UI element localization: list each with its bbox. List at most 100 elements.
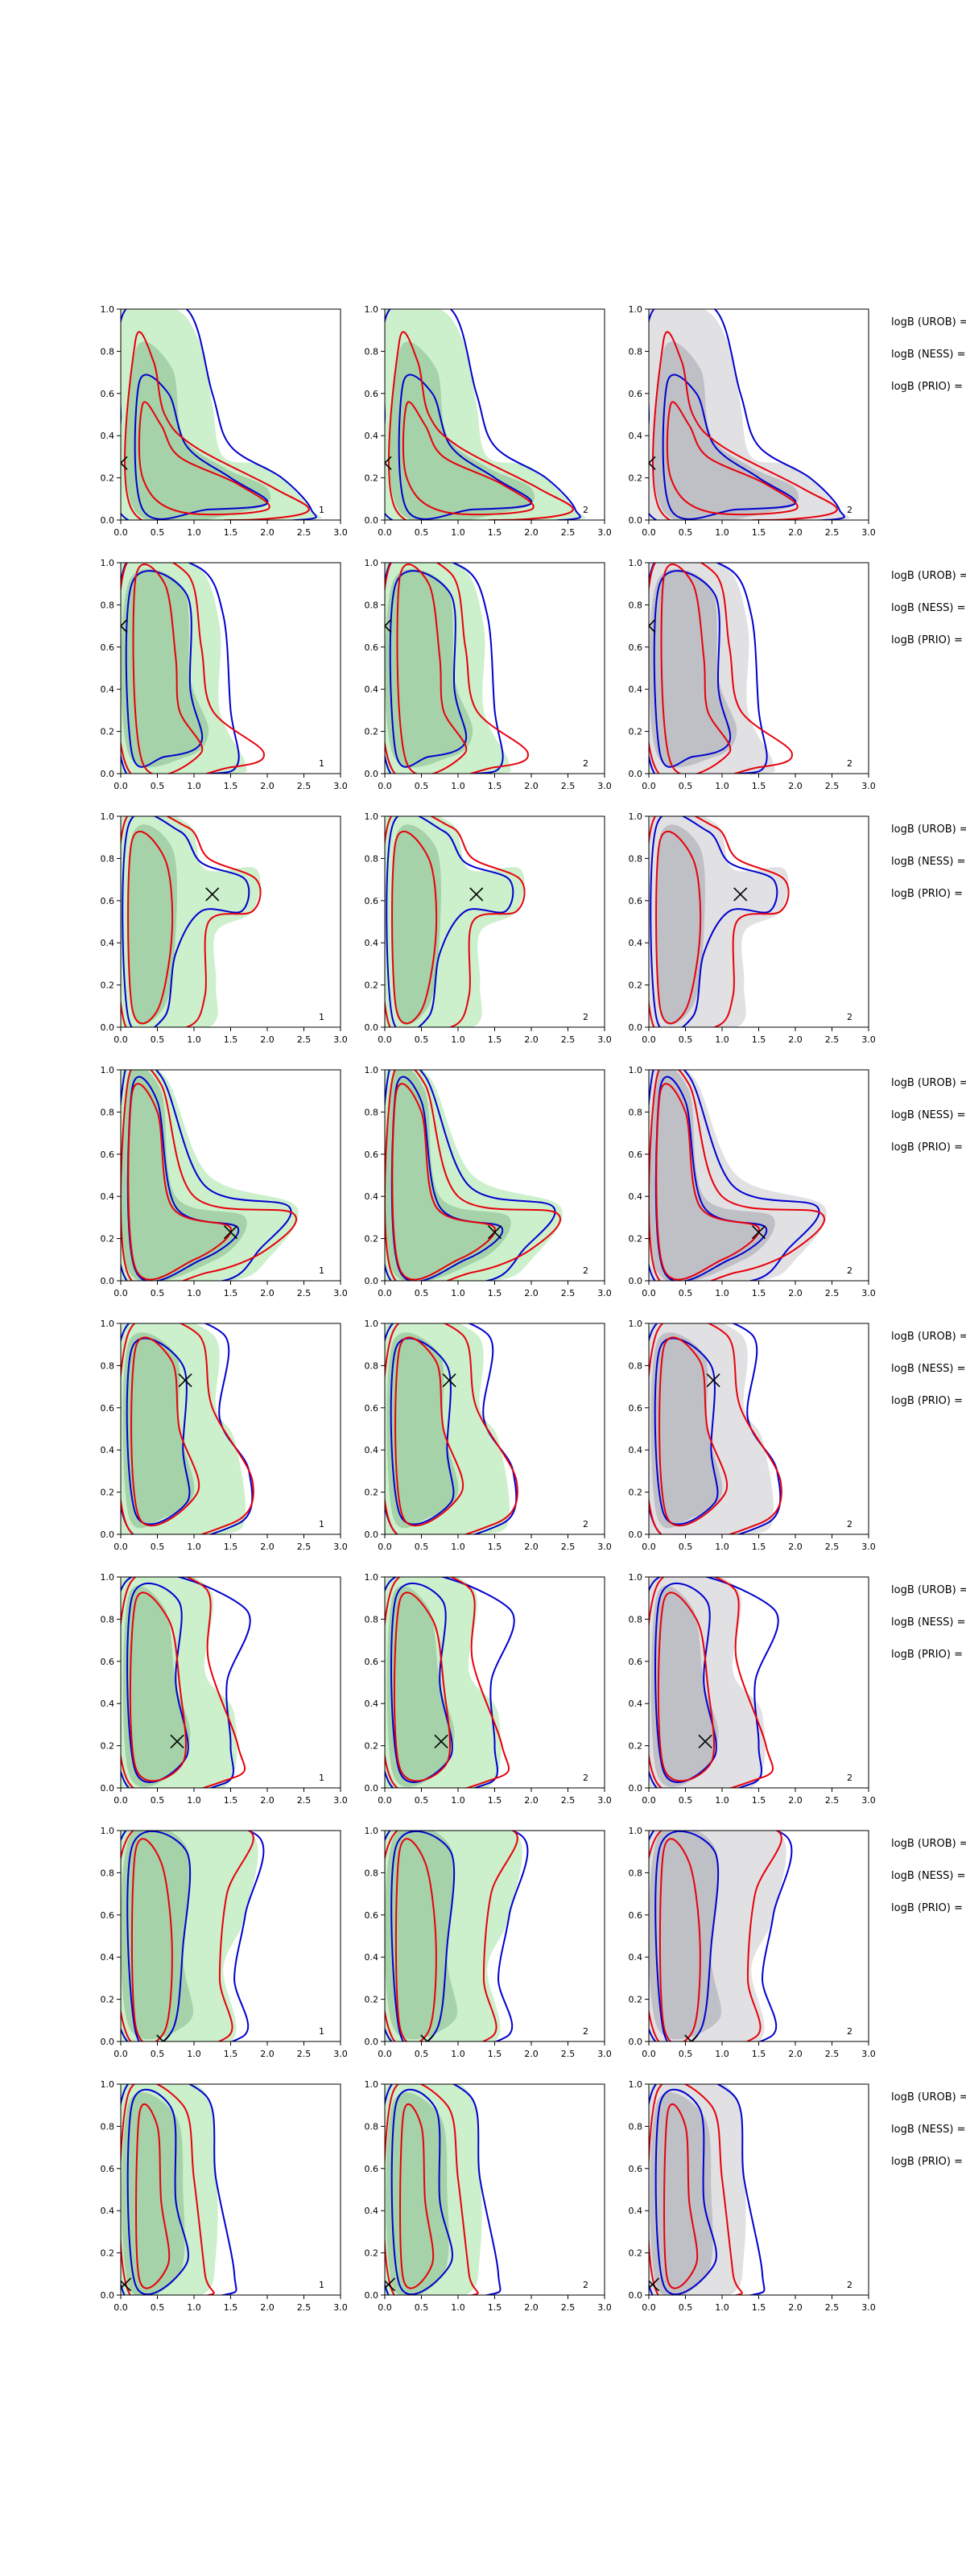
x-tick-label: 3.0 — [333, 2049, 348, 2059]
true-value-marker — [698, 1734, 712, 1748]
x-tick-label: 1.0 — [715, 1288, 729, 1298]
panel-r4-c2: 0.0 0.5 1.0 1.5 2.0 2.5 3.0 0.0 0.2 0.4 0.6 0.8 1.0 2 — [365, 1065, 612, 1298]
panel-corner-label: 2 — [847, 2026, 852, 2037]
density-fill-core — [650, 1585, 719, 1787]
x-tick-label: 3.0 — [861, 1795, 876, 1806]
y-tick-label: 0.2 — [629, 727, 643, 737]
x-tick-label: 2.0 — [260, 781, 275, 791]
x-tick-label: 1.5 — [224, 2302, 238, 2313]
y-tick-label: 0.4 — [101, 684, 115, 695]
plot-area — [649, 563, 793, 774]
x-tick-label: 0.5 — [151, 527, 165, 538]
y-tick-label: 1.0 — [629, 1572, 643, 1583]
x-tick-label: 0.0 — [114, 1542, 128, 1552]
x-tick-label: 1.0 — [451, 2049, 465, 2059]
density-fill-inner — [649, 1831, 721, 2040]
x-tick-label: 0.0 — [378, 781, 392, 791]
x-tick-label: 0.5 — [679, 1034, 693, 1045]
true-value-marker — [385, 456, 392, 470]
panel-r1-c1: 0.0 0.5 1.0 1.5 2.0 2.5 3.0 0.0 0.2 0.4 0.6 0.8 1.0 1 — [101, 304, 348, 538]
y-tick-label: 1.0 — [101, 2079, 115, 2090]
true-value-marker — [420, 2034, 435, 2041]
red-contour-1 — [649, 1070, 825, 1281]
x-tick-label: 1.0 — [187, 1034, 201, 1045]
y-tick-label: 0.2 — [629, 980, 643, 991]
x-tick-label: 2.0 — [524, 2049, 539, 2059]
y-tick-label: 0.2 — [629, 2248, 643, 2259]
side-label: logB (NESS) = — [891, 349, 965, 361]
y-tick-label: 1.0 — [365, 2079, 379, 2090]
x-tick-label: 2.5 — [297, 527, 312, 538]
panel-corner-label: 2 — [583, 2026, 588, 2037]
y-tick-label: 0.2 — [101, 727, 115, 737]
panel-r1-c3: 0.0 0.5 1.0 1.5 2.0 2.5 3.0 0.0 0.2 0.4 0.6 0.8 1.0 2 — [629, 304, 876, 538]
y-tick-label: 0.6 — [101, 1150, 115, 1160]
true-value-marker — [385, 2277, 396, 2292]
red-contour-2 — [130, 1336, 200, 1527]
x-tick-label: 1.5 — [752, 781, 766, 791]
y-tick-label: 0.4 — [365, 938, 379, 948]
x-tick-label: 0.0 — [642, 781, 656, 791]
panel-corner-label: 1 — [319, 758, 324, 769]
panel-r4-c1: 0.0 0.5 1.0 1.5 2.0 2.5 3.0 0.0 0.2 0.4 0.6 0.8 1.0 1 — [101, 1065, 348, 1298]
density-fill-core — [385, 1070, 511, 1281]
x-tick-label: 0.5 — [415, 781, 429, 791]
x-tick-label: 0.5 — [679, 1542, 693, 1552]
x-tick-label: 2.0 — [260, 2302, 275, 2313]
x-tick-label: 0.0 — [114, 2049, 128, 2059]
x-tick-label: 2.5 — [561, 1288, 576, 1298]
x-tick-label: 2.0 — [260, 1288, 275, 1298]
density-fill-inner — [649, 1070, 775, 1281]
plot-area — [649, 1323, 782, 1534]
red-contour-2 — [393, 1591, 451, 1782]
side-label: logB (NESS) = — [891, 1109, 965, 1121]
row-6-bayes-factors: logB (UROB) = logB (NESS) = logB (PRIO) = — [891, 1584, 966, 1661]
blue-contour-1 — [649, 2084, 766, 2295]
x-tick-label: 3.0 — [861, 781, 876, 791]
blue-contour-1 — [121, 1577, 251, 1788]
true-value-marker — [649, 619, 656, 634]
y-tick-label: 0.2 — [101, 2248, 115, 2259]
plot-area — [121, 1323, 254, 1534]
red-contour-1 — [652, 331, 838, 520]
x-tick-label: 1.0 — [451, 781, 465, 791]
x-tick-label: 3.0 — [597, 1542, 612, 1552]
blue-contour-2 — [654, 1337, 719, 1525]
y-tick-label: 0.4 — [365, 2206, 379, 2216]
x-tick-label: 1.5 — [488, 527, 502, 538]
y-tick-label: 0.6 — [629, 1403, 643, 1414]
y-tick-label: 0.8 — [365, 346, 379, 357]
x-tick-label: 0.0 — [642, 1288, 656, 1298]
y-tick-label: 0.4 — [101, 1445, 115, 1455]
y-tick-label: 0.4 — [101, 431, 115, 441]
y-tick-label: 0.4 — [629, 684, 643, 695]
panel-r2-c2: 0.0 0.5 1.0 1.5 2.0 2.5 3.0 0.0 0.2 0.4 0.6 0.8 1.0 2 — [365, 558, 612, 791]
x-tick-label: 1.0 — [187, 1542, 201, 1552]
y-tick-label: 0.2 — [629, 1234, 643, 1245]
red-contour-2 — [135, 2103, 171, 2289]
x-tick-label: 3.0 — [861, 1288, 876, 1298]
y-tick-label: 0.2 — [101, 980, 115, 991]
red-contour-1 — [385, 2084, 479, 2295]
x-tick-label: 2.5 — [561, 1034, 576, 1045]
red-contour-1 — [649, 2084, 743, 2295]
x-tick-label: 1.0 — [715, 1795, 729, 1806]
y-tick-label: 0.8 — [629, 1614, 643, 1624]
x-tick-label: 3.0 — [861, 2302, 876, 2313]
y-tick-label: 0.6 — [101, 389, 115, 399]
y-tick-label: 0.6 — [629, 642, 643, 653]
panel-corner-label: 1 — [319, 505, 324, 515]
y-tick-label: 1.0 — [629, 304, 643, 315]
red-contour-1 — [121, 2084, 215, 2295]
y-tick-label: 1.0 — [101, 558, 115, 568]
y-tick-label: 0.4 — [365, 1445, 379, 1455]
true-value-marker — [121, 456, 128, 470]
plot-area — [385, 816, 526, 1027]
panel-corner-label: 2 — [847, 1519, 852, 1530]
panel-r1-c2: 0.0 0.5 1.0 1.5 2.0 2.5 3.0 0.0 0.2 0.4 0.6 0.8 1.0 2 — [365, 304, 612, 538]
y-tick-label: 0.2 — [365, 1488, 379, 1498]
panel-corner-label: 2 — [847, 1012, 852, 1022]
y-tick-label: 0.6 — [101, 1910, 115, 1921]
red-contour-1 — [385, 1323, 518, 1534]
